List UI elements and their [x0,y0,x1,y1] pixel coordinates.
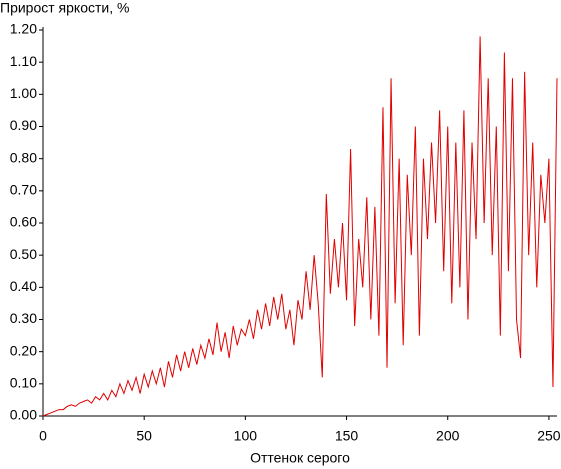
y-tick-label: 0.80 [10,149,37,165]
y-tick-label: 1.20 [10,21,37,37]
y-tick-label: 1.00 [10,85,37,101]
x-axis-label: Оттенок серого [250,450,350,466]
y-tick-label: 0.50 [10,246,37,262]
y-tick-label: 0.90 [10,117,37,133]
chart-title: Прирост яркости, % [0,0,129,16]
x-tick-label: 150 [335,428,359,444]
y-tick-label: 0.00 [10,407,37,423]
y-tick-label: 1.10 [10,53,37,69]
data-line [42,36,558,417]
x-tick-label: 200 [436,428,460,444]
y-tick-label: 0.40 [10,278,37,294]
x-tick-label: 0 [39,428,47,444]
x-tick-label: 50 [136,428,152,444]
y-tick-label: 0.20 [10,342,37,358]
y-tick-label: 0.60 [10,214,37,230]
x-tick-label: 250 [537,428,561,444]
x-tick-label: 100 [234,428,258,444]
y-tick-label: 0.30 [10,310,37,326]
y-tick-label: 0.10 [10,375,37,391]
y-tick-label: 0.70 [10,182,37,198]
